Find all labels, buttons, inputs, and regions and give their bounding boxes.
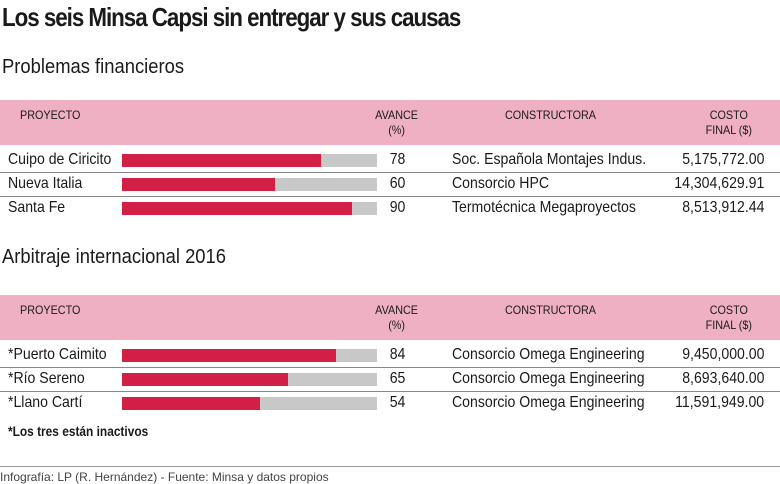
col-avance: AVANCE (%)	[375, 108, 419, 137]
footnote: *Los tres están inactivos	[8, 423, 149, 439]
progress-value: 54	[389, 394, 406, 411]
progress-value: 84	[389, 346, 406, 363]
table-row: *Río Sereno 65 Consorcio Omega Engineeri…	[0, 368, 780, 392]
table-header: PROYECTO AVANCE (%) CONSTRUCTORA COSTO FIN…	[0, 100, 780, 145]
progress-bar	[122, 154, 321, 167]
final-cost: 5,175,772.00	[681, 151, 764, 168]
progress-value: 78	[389, 151, 406, 168]
progress-track	[122, 154, 377, 167]
col-constructora: CONSTRUCTORA	[505, 108, 597, 122]
final-cost: 8,693,640.00	[681, 370, 764, 387]
infographic-title: Los seis Minsa Capsi sin entregar y sus …	[2, 2, 461, 32]
constructor: Consorcio Omega Engineering	[452, 394, 645, 411]
project-name: Nueva Italia	[8, 175, 83, 192]
constructor: Consorcio HPC	[452, 175, 550, 192]
col-costo: COSTO FINAL ($)	[705, 108, 753, 137]
final-cost: 14,304,629.91	[673, 175, 764, 192]
col-proyecto: PROYECTO	[20, 108, 81, 122]
progress-value: 90	[389, 199, 406, 216]
constructor: Termotécnica Megaproyectos	[452, 199, 636, 216]
progress-value: 65	[389, 370, 406, 387]
section-title: Problemas financieros	[2, 56, 185, 78]
progress-track	[122, 397, 377, 410]
project-name: *Puerto Caimito	[8, 346, 107, 363]
progress-bar	[122, 373, 288, 386]
table-row: *Llano Cartí 54 Consorcio Omega Engineer…	[0, 392, 780, 415]
constructor: Soc. Española Montajes Indus.	[452, 151, 647, 168]
table-row: Cuipo de Ciricito 78 Soc. Española Monta…	[0, 149, 780, 173]
col-avance: AVANCE (%)	[375, 303, 419, 332]
project-name: *Llano Cartí	[8, 394, 83, 411]
progress-bar	[122, 349, 337, 362]
progress-track	[122, 349, 377, 362]
project-name: Santa Fe	[8, 199, 66, 216]
col-constructora: CONSTRUCTORA	[505, 303, 597, 317]
progress-track	[122, 373, 377, 386]
project-name: *Río Sereno	[8, 370, 85, 387]
credits: Infografía: LP (R. Hernández) - Fuente: …	[0, 466, 780, 484]
progress-track	[122, 178, 377, 191]
section-title: Arbitraje internacional 2016	[2, 246, 227, 268]
final-cost: 8,513,912.44	[681, 199, 764, 216]
progress-bar	[122, 178, 275, 191]
final-cost: 11,591,949.00	[674, 394, 764, 411]
project-name: Cuipo de Ciricito	[8, 151, 112, 168]
table-row: Santa Fe 90 Termotécnica Megaproyectos 8…	[0, 197, 780, 220]
col-proyecto: PROYECTO	[20, 303, 81, 317]
progress-track	[122, 202, 377, 215]
table-row: *Puerto Caimito 84 Consorcio Omega Engin…	[0, 344, 780, 368]
progress-bar	[122, 202, 352, 215]
progress-value: 60	[389, 175, 406, 192]
table-row: Nueva Italia 60 Consorcio HPC 14,304,629…	[0, 173, 780, 197]
col-costo: COSTO FINAL ($)	[705, 303, 753, 332]
table-header: PROYECTO AVANCE (%) CONSTRUCTORA COSTO FIN…	[0, 295, 780, 340]
constructor: Consorcio Omega Engineering	[452, 346, 645, 363]
progress-bar	[122, 397, 260, 410]
constructor: Consorcio Omega Engineering	[452, 370, 645, 387]
final-cost: 9,450,000.00	[681, 346, 764, 363]
